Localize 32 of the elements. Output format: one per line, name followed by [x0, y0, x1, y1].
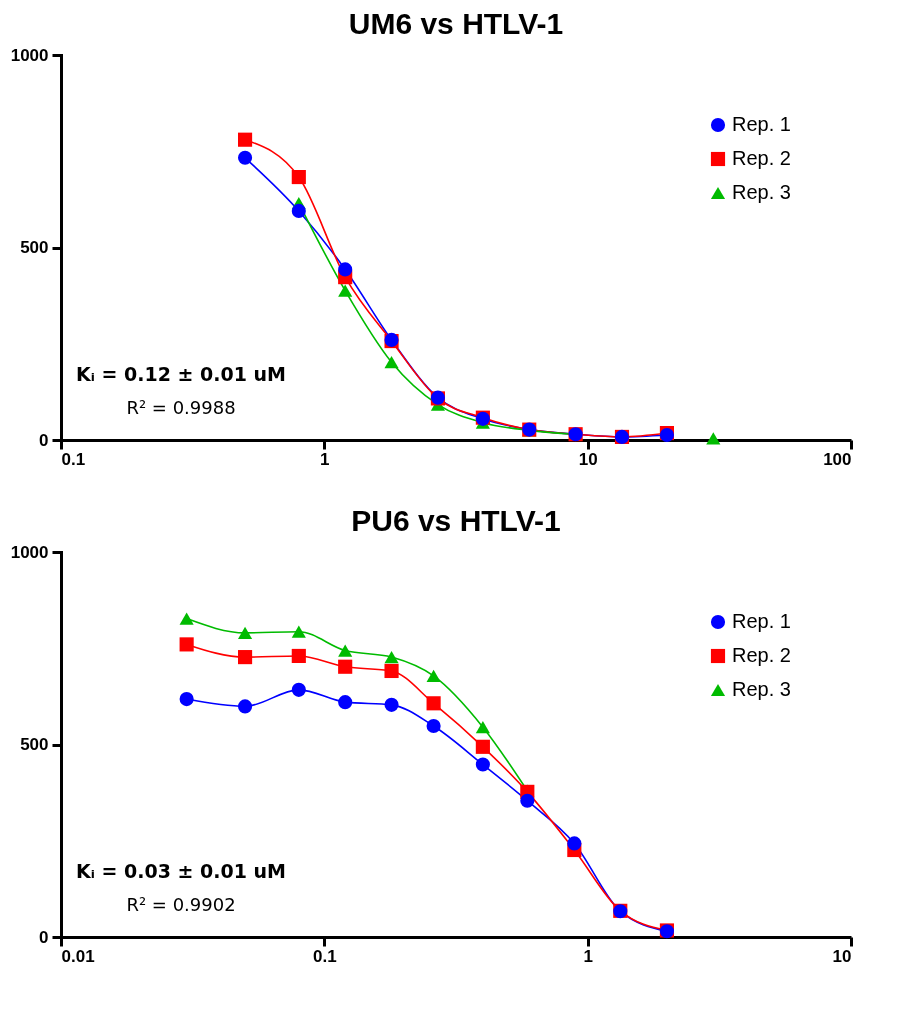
legend-label: Rep. 3	[732, 678, 791, 700]
y-tick-label: 1000	[10, 45, 49, 65]
point	[384, 356, 399, 369]
legend-label: Rep. 1	[732, 610, 791, 632]
x-tick-label: 10	[832, 946, 852, 966]
annotation: R² = 0.9902	[126, 894, 236, 915]
y-tick-label: 1000	[10, 542, 49, 562]
legend-label: Rep. 2	[732, 644, 791, 666]
y-tick-label: 0	[39, 430, 49, 450]
x-tick-label: 100	[823, 449, 852, 469]
y-tick-label: 500	[20, 238, 49, 257]
x-tick-label: 0.1	[313, 946, 337, 966]
point	[338, 284, 353, 297]
x-tick-label: 1	[320, 449, 330, 469]
chart-title: PU6 vs HTLV-1	[351, 504, 561, 537]
annotation: Kᵢ = 0.03 ± 0.01 uM	[76, 860, 286, 882]
x-tick-label: 0.01	[61, 946, 95, 966]
legend-label: Rep. 2	[732, 147, 791, 169]
annotation: Kᵢ = 0.12 ± 0.01 uM	[76, 363, 286, 385]
y-tick-label: 0	[39, 927, 49, 947]
point	[706, 432, 721, 445]
x-tick-label: 1	[583, 946, 593, 966]
point	[338, 262, 353, 277]
point	[291, 203, 306, 218]
legend-label: Rep. 3	[732, 181, 791, 203]
x-tick-label: 10	[578, 449, 598, 469]
annotation: R² = 0.9988	[126, 397, 236, 418]
chart-title: UM6 vs HTLV-1	[348, 7, 564, 40]
x-tick-label: 0.1	[61, 449, 86, 469]
y-tick-label: 500	[20, 735, 49, 754]
point	[291, 169, 306, 185]
legend-label: Rep. 1	[732, 113, 791, 135]
